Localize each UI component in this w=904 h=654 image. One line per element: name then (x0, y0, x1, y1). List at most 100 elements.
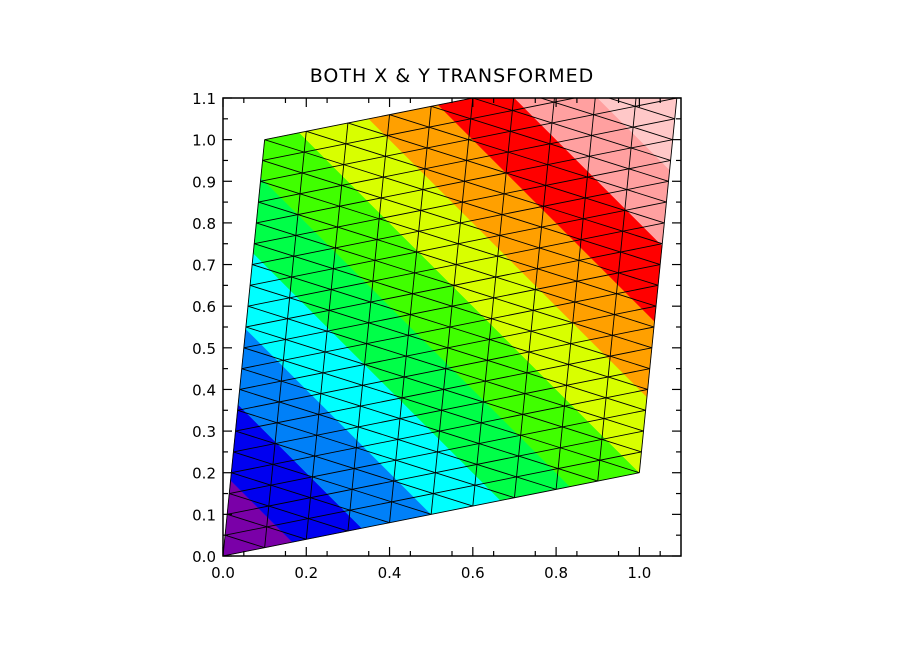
mesh-diagonal (329, 309, 369, 324)
mesh-diagonal (293, 255, 334, 270)
y-tick-label: 1.1 (192, 90, 216, 108)
mesh-diagonal (626, 189, 667, 203)
mesh-diagonal (495, 276, 536, 290)
mesh-diagonal (362, 384, 403, 399)
mesh-diagonal (301, 172, 342, 186)
mesh-diagonal (291, 276, 332, 290)
mesh-diagonal (239, 389, 280, 403)
mesh-diagonal (272, 463, 313, 478)
mesh-diagonal (333, 268, 374, 282)
mesh-diagonal (322, 372, 363, 386)
mesh-diagonal (478, 443, 519, 457)
y-tick-label: 0.5 (192, 340, 216, 358)
mesh-diagonal (304, 151, 344, 166)
mesh-diagonal (476, 463, 517, 478)
mesh-diagonal (295, 234, 336, 249)
mesh-diagonal (341, 185, 382, 199)
mesh-diagonal (481, 422, 521, 436)
mesh-diagonal (505, 172, 546, 186)
chart-title: BOTH X & Y TRANSFORMED (310, 65, 595, 87)
mesh-diagonal (605, 397, 646, 411)
mesh-diagonal (224, 534, 265, 549)
y-tick-label: 0.0 (192, 548, 216, 566)
mesh-diagonal (260, 180, 301, 195)
mesh-diagonal (349, 509, 390, 524)
mesh-diagonal (351, 488, 392, 503)
mesh-diagonal (397, 438, 438, 453)
mesh-diagonal (331, 289, 371, 303)
mesh-diagonal (299, 193, 340, 207)
mesh-diagonal (512, 110, 553, 124)
mesh-diagonal (628, 168, 669, 182)
mesh-diagonal (393, 480, 434, 494)
mesh-diagonal (539, 247, 580, 261)
mesh-diagonal (406, 355, 446, 370)
mesh-diagonal (433, 493, 473, 507)
y-tick-label: 0.1 (192, 506, 216, 524)
mesh-diagonal (410, 314, 451, 328)
mesh-diagonal (530, 330, 571, 345)
mesh-diagonal (599, 459, 640, 474)
mesh-diagonal (535, 289, 575, 303)
mesh-diagonal (247, 305, 288, 320)
mesh-diagonal (518, 455, 559, 469)
mesh-diagonal (347, 122, 388, 136)
mesh-diagonal (503, 193, 544, 207)
y-tick-label: 0.9 (192, 173, 216, 191)
mesh-diagonal (266, 526, 307, 540)
mesh-diagonal (560, 447, 600, 461)
mesh-diagonal (435, 472, 476, 486)
mesh-diagonal (460, 222, 501, 236)
mesh-diagonal (583, 218, 623, 232)
x-tick-label: 0.0 (211, 564, 235, 582)
mesh-diagonal (370, 301, 411, 315)
mesh-diagonal (312, 476, 353, 490)
mesh-diagonal (614, 314, 655, 328)
mesh-diagonal (618, 272, 659, 286)
mesh-diagonal (424, 168, 465, 182)
mesh-diagonal (358, 426, 399, 440)
mesh-diagonal (489, 339, 530, 353)
x-tick-label: 0.4 (378, 564, 402, 582)
mesh-diagonal (462, 201, 503, 216)
mesh-diagonal (422, 189, 463, 203)
mesh-diagonal (616, 293, 657, 307)
mesh-diagonal (283, 359, 324, 374)
mesh-diagonal (587, 176, 628, 191)
mesh-diagonal (524, 393, 565, 407)
mesh-diagonal (243, 347, 284, 361)
axis-tick-labels: 0.0 0.2 0.4 0.6 0.8 1.0 0.0 0.1 0.2 0.3 0.4 0.5 0.6 0… (192, 90, 651, 582)
mesh-diagonal (574, 301, 615, 315)
mesh-diagonal (439, 430, 480, 445)
mesh-diagonal (374, 259, 415, 274)
x-tick-label: 0.2 (294, 564, 318, 582)
mesh-diagonal (258, 201, 299, 216)
mesh-diagonal (297, 214, 338, 228)
mesh-diagonal (387, 135, 428, 149)
mesh-diagonal (447, 347, 488, 361)
mesh-diagonal (443, 389, 484, 403)
mesh-diagonal (675, 98, 677, 99)
y-tick-label: 0.2 (192, 465, 216, 483)
mesh-diagonal (241, 368, 282, 382)
mesh-diagonal (474, 484, 515, 499)
mesh-diagonal (485, 380, 525, 395)
mesh-diagonal (308, 518, 349, 532)
mesh-diagonal (499, 234, 540, 249)
mesh-diagonal (533, 309, 573, 324)
mesh-diagonal (632, 126, 673, 141)
mesh-diagonal (466, 160, 507, 174)
axis-ticks (222, 97, 681, 557)
mesh-diagonal (289, 297, 330, 311)
mesh-diagonal (366, 343, 407, 357)
mesh-diagonal (229, 493, 269, 507)
mesh-diagonal (635, 105, 675, 120)
mesh-diagonal (368, 322, 409, 336)
mesh-diagonal (520, 434, 561, 449)
mesh-diagonal (264, 139, 305, 153)
mesh-diagonal (547, 164, 588, 178)
mesh-diagonal (522, 414, 563, 428)
mesh-diagonal (401, 397, 442, 411)
mesh-diagonal (431, 105, 471, 120)
mesh-diagonal (314, 455, 355, 469)
